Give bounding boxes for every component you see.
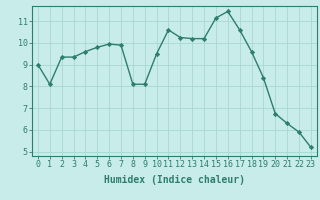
X-axis label: Humidex (Indice chaleur): Humidex (Indice chaleur) <box>104 175 245 185</box>
